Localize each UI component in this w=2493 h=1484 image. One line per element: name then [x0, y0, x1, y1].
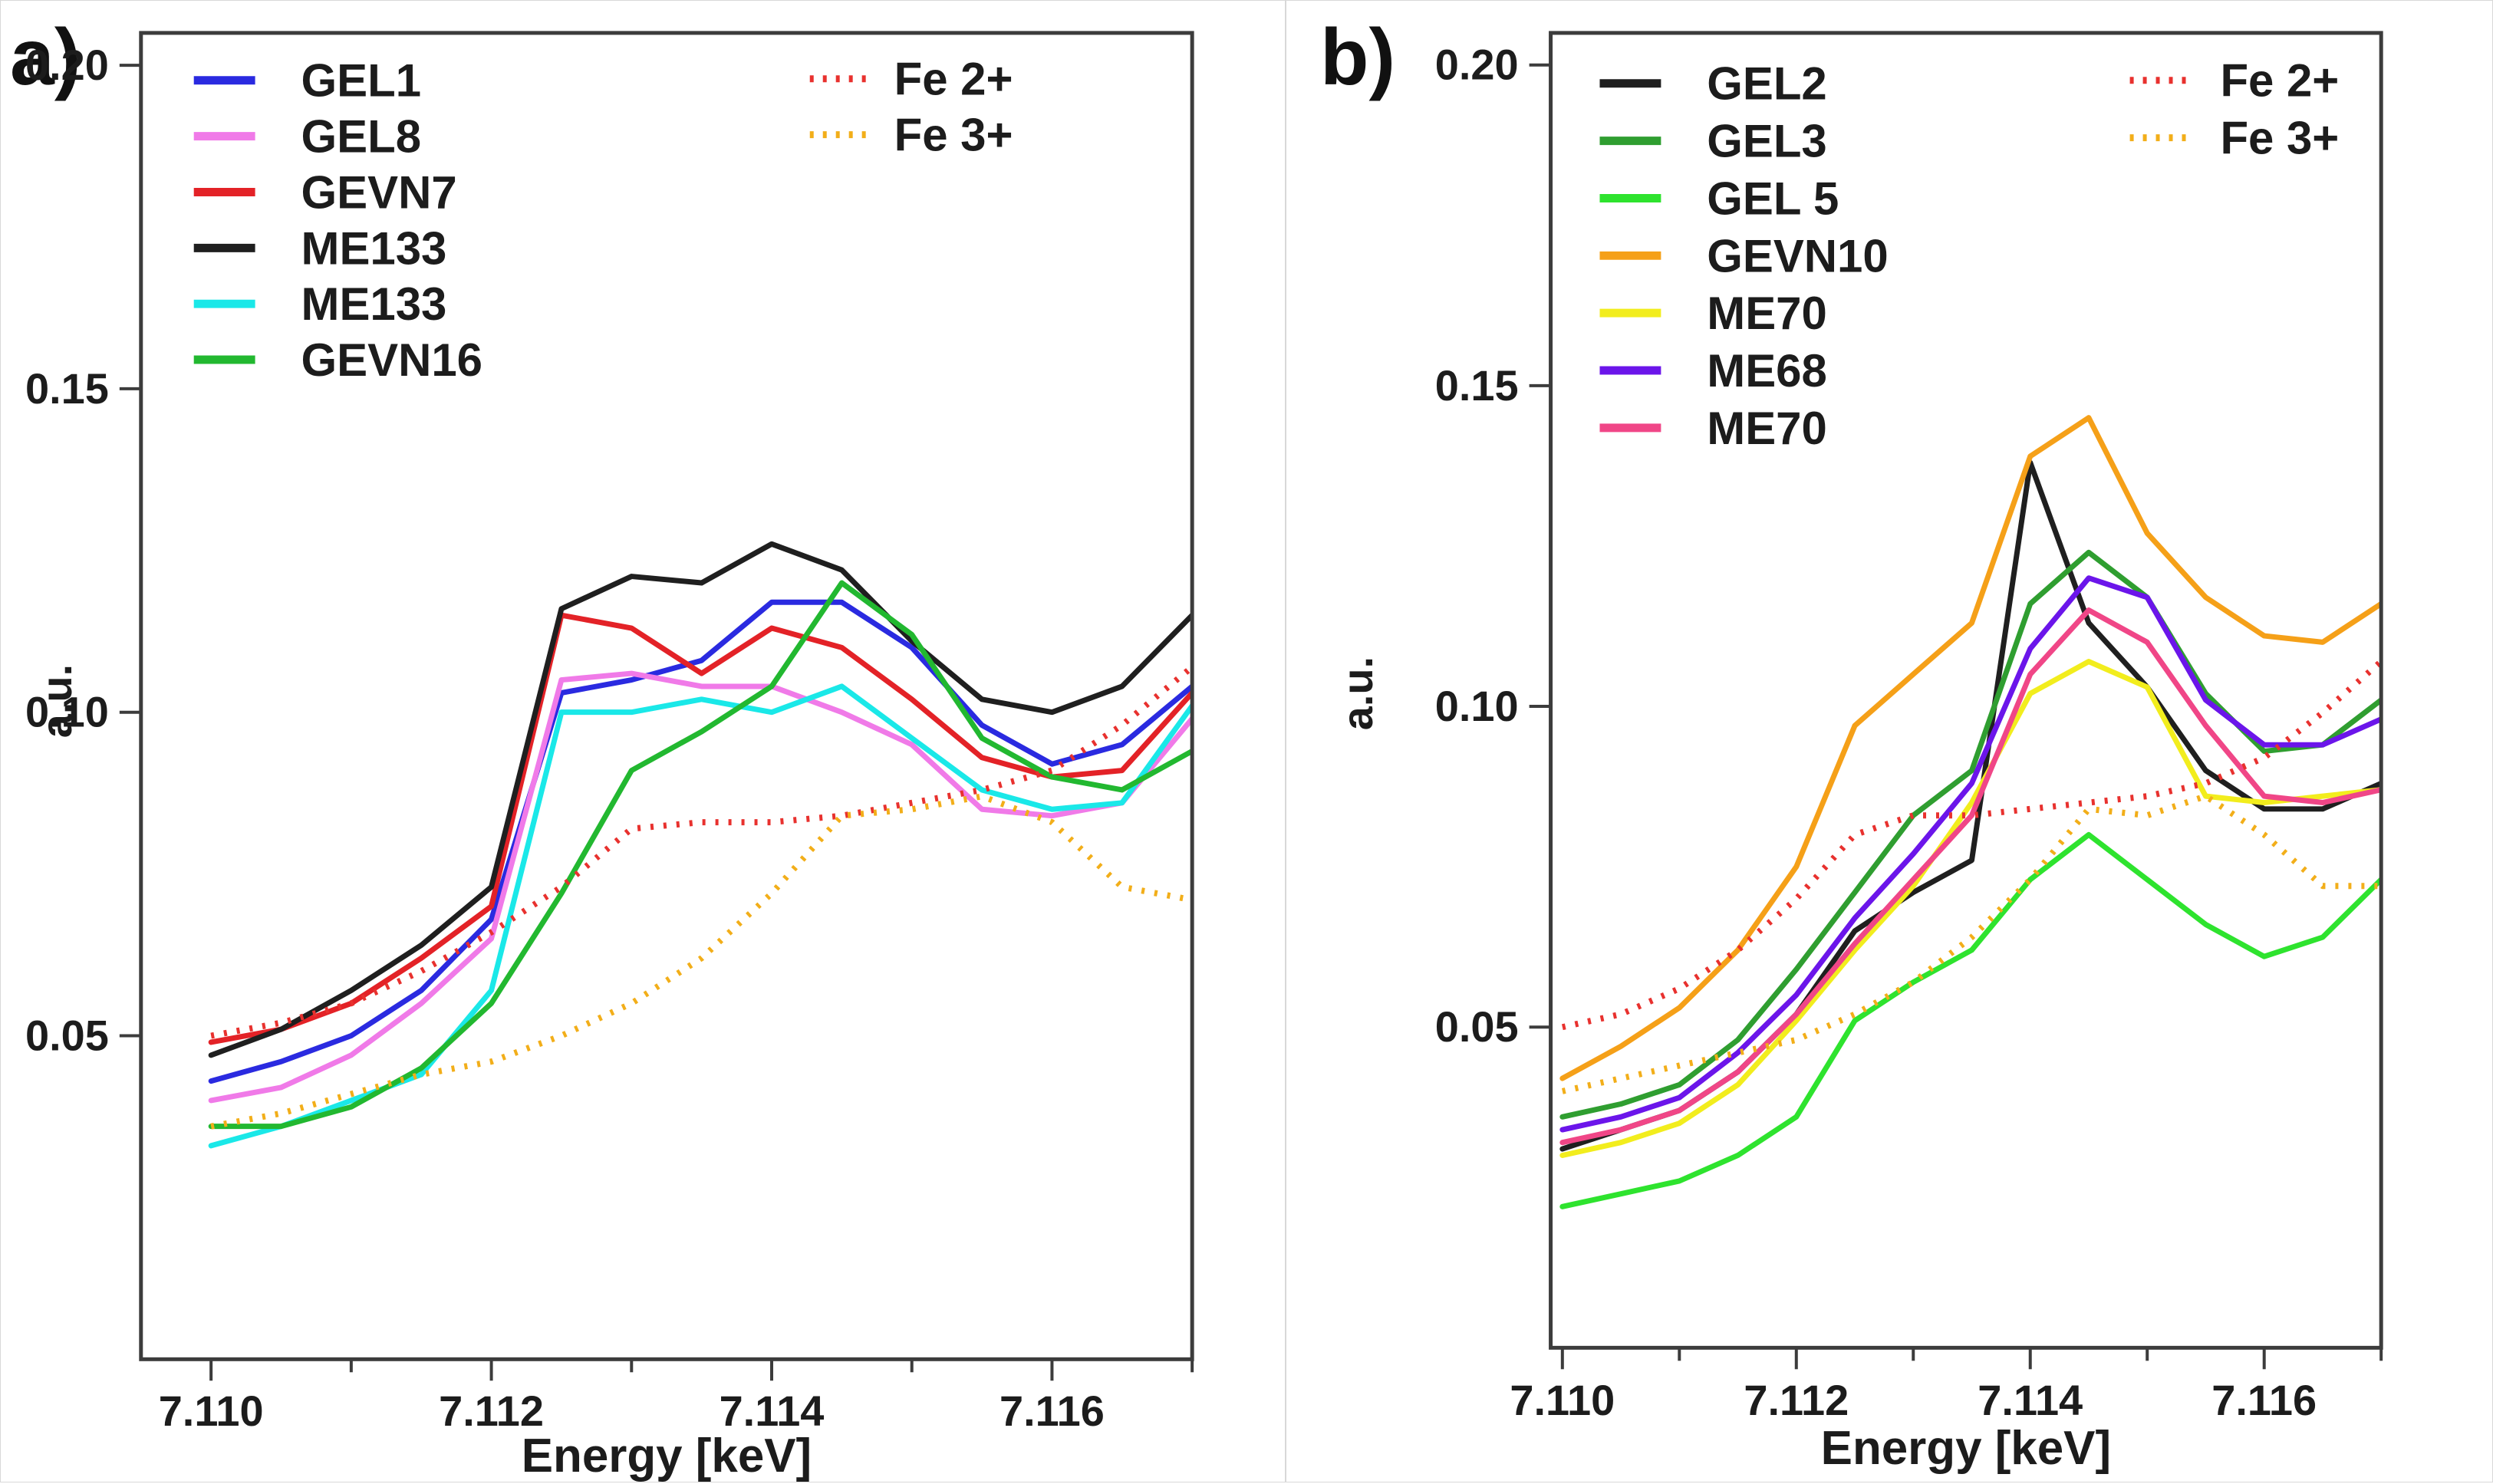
- x-tick-label: 7.112: [1744, 1376, 1849, 1424]
- legend-label: GEL3: [1707, 116, 1826, 167]
- legend-references: Fe 2+ Fe 3+: [2129, 55, 2339, 164]
- y-tick-label: 0.15: [1435, 361, 1519, 410]
- x-tick-label: 7.114: [1978, 1376, 2083, 1424]
- x-tick-label: 7.114: [720, 1387, 825, 1435]
- legend-label: GEVN16: [301, 334, 482, 386]
- series-line-gel1: [208, 599, 1193, 1084]
- legend-label: GEVN10: [1707, 230, 1888, 281]
- x-tick-label: 7.116: [2211, 1376, 2317, 1424]
- legend-label: ME68: [1707, 345, 1826, 397]
- series-line-fe3+: [210, 793, 1193, 1130]
- legend-label: GEL 5: [1707, 173, 1839, 224]
- series-line-fe2+: [1561, 659, 2382, 1031]
- series-line-gevn16: [208, 580, 1193, 1130]
- series-line-fe2+: [210, 664, 1193, 1039]
- curves-layer: [1559, 415, 2382, 1209]
- legend-label: Fe 3+: [2220, 113, 2339, 164]
- chart-a-svg: 7.110 7.112 7.114 7.116 Energy [keV] 0.05 0.10…: [25, 31, 1194, 1482]
- legend-samples: GEL2 GEL3 GEL 5 GEVN10 ME70 ME68 ME70: [1599, 58, 1889, 454]
- series-line-me133: [208, 541, 1193, 1058]
- legend-label: GEL8: [301, 111, 422, 163]
- panel-b: b) 7.110 7.112 7.114 7.116 Energy [keV] 0.05 0…: [1286, 0, 2493, 1482]
- chart-b-svg: 7.110 7.112 7.114 7.116 Energy [keV] 0.05 0.10…: [1333, 31, 2383, 1475]
- legend-label: ME70: [1707, 403, 1826, 454]
- x-tick-label: 7.110: [1510, 1376, 1615, 1424]
- series-line-fe3+: [1561, 793, 2382, 1094]
- x-axis-title: Energy [keV]: [1821, 1422, 2111, 1475]
- series-line-gel3: [1559, 549, 2382, 1120]
- x-axis-ticks: [209, 1359, 1194, 1381]
- curves-layer: [208, 541, 1193, 1149]
- panel-a-label: a): [10, 13, 81, 102]
- axes-frame: [139, 31, 1194, 1361]
- y-tick-label: 0.05: [1435, 1002, 1519, 1051]
- legend-label: Fe 2+: [2220, 55, 2339, 107]
- series-line-gevn10: [1559, 415, 2382, 1081]
- y-tick-label: 0.10: [25, 688, 109, 736]
- x-axis-title: Energy [keV]: [522, 1430, 812, 1482]
- y-tick-label: 0.20: [1435, 41, 1519, 89]
- legend-label: GEL1: [301, 55, 422, 107]
- series-line-gel8: [208, 670, 1193, 1104]
- legend-label: GEL2: [1707, 58, 1826, 110]
- legend-label: ME70: [1707, 288, 1826, 339]
- y-tick-label: 0.10: [1435, 682, 1519, 730]
- series-line-me70: [1559, 659, 2382, 1158]
- legend-label: ME133: [301, 222, 447, 274]
- y-axis-ticks: [1529, 63, 1551, 1029]
- y-tick-label: 0.05: [25, 1012, 109, 1060]
- panel-b-label: b): [1320, 13, 1396, 102]
- y-axis-title: a.u.: [1333, 656, 1382, 730]
- y-tick-label: 0.20: [25, 41, 109, 89]
- x-tick-label: 7.116: [1000, 1387, 1105, 1435]
- axes-frame: [1549, 31, 2383, 1350]
- panel-a: a) 7.110 7.112 7.114 7.116 Energy [keV] 0.05 0…: [0, 0, 1286, 1482]
- x-tick-label: 7.110: [159, 1387, 264, 1435]
- series-line-gevn7: [208, 612, 1193, 1045]
- series-line-gel5: [1559, 831, 2382, 1209]
- legend-label: Fe 3+: [894, 110, 1013, 161]
- x-tick-label: 7.112: [439, 1387, 544, 1435]
- y-tick-label: 0.15: [25, 364, 109, 413]
- legend-label: ME133: [301, 278, 447, 330]
- legend-references: Fe 2+Fe 3+: [809, 54, 1013, 161]
- legend-label: GEVN7: [301, 166, 457, 218]
- series-line-me68: [1559, 575, 2382, 1133]
- series-line-me133: [208, 683, 1193, 1149]
- series-line-me70: [1559, 607, 2382, 1146]
- y-axis-ticks: [119, 64, 141, 1038]
- legend-label: Fe 2+: [894, 54, 1013, 105]
- x-axis-ticks: [1560, 1347, 2383, 1370]
- y-axis-title: a.u.: [32, 664, 81, 738]
